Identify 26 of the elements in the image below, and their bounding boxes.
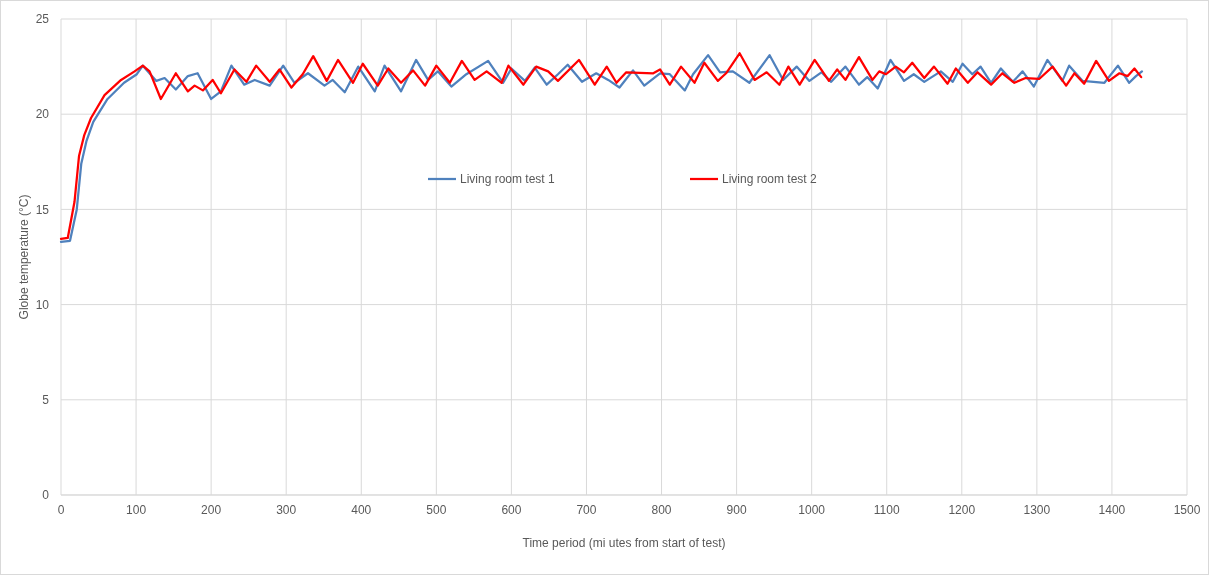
x-tick-label: 1500 — [1173, 503, 1201, 517]
y-tick-label: 25 — [35, 12, 50, 27]
x-tick-label: 1100 — [873, 503, 900, 517]
x-axis-title: Time period (mi utes from start of test) — [522, 536, 726, 550]
x-tick-label: 800 — [651, 503, 672, 517]
legend-label: Living room test 2 — [722, 172, 818, 187]
x-tick-label: 600 — [501, 503, 522, 517]
x-tick-label: 200 — [201, 503, 222, 517]
x-tick-label: 0 — [57, 503, 65, 517]
y-tick-label: 5 — [42, 393, 50, 407]
x-tick-label: 700 — [576, 503, 597, 517]
x-tick-label: 400 — [351, 503, 372, 517]
x-tick-label: 100 — [126, 503, 147, 517]
y-tick-label: 0 — [42, 488, 50, 503]
x-tick-label: 1200 — [948, 503, 976, 517]
y-tick-label: 20 — [35, 107, 50, 122]
legend-label: Living room test 1 — [460, 172, 556, 187]
y-tick-label: 10 — [35, 297, 50, 312]
y-axis-title: Globe temperature (°C) — [17, 194, 31, 320]
x-tick-label: 1300 — [1023, 503, 1051, 517]
x-tick-label: 500 — [426, 503, 447, 517]
x-tick-label: 1400 — [1098, 503, 1126, 517]
y-tick-label: 15 — [35, 202, 50, 217]
x-tick-label: 300 — [276, 503, 297, 517]
x-tick-label: 1000 — [798, 503, 826, 517]
x-tick-label: 900 — [726, 503, 747, 517]
